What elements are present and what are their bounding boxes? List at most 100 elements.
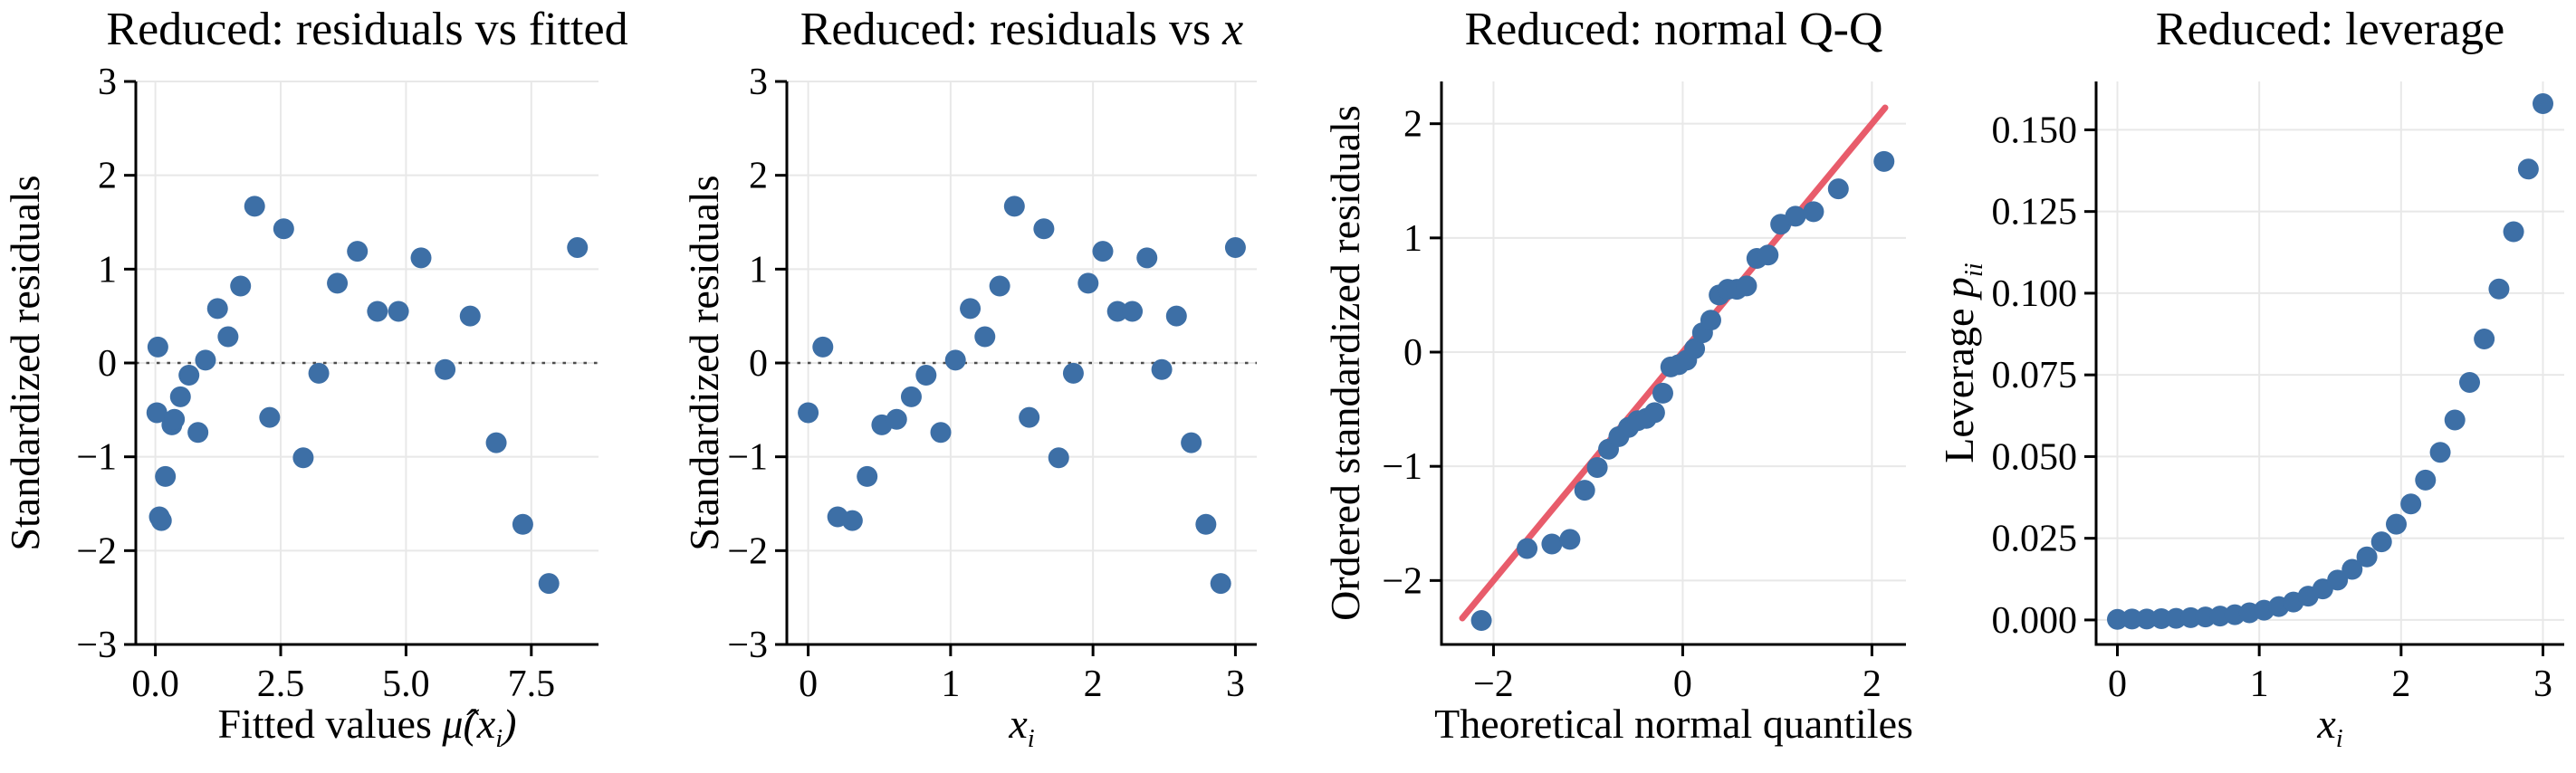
data-point <box>410 247 432 269</box>
data-point <box>2107 608 2128 630</box>
x-tick-label: 0 <box>799 663 818 705</box>
y-tick-label: 2 <box>1403 104 1422 146</box>
data-point <box>1224 236 1246 258</box>
x-tick-label: 5.0 <box>382 663 430 705</box>
data-point <box>915 364 937 386</box>
label-text: Theoretical normal quantiles <box>1434 701 1913 747</box>
panel-4: 0 1 2 3 0.000 0.025 0.050 0.075 0.100 0.125 0.150 <box>1992 81 2564 705</box>
y-tick-label: 3 <box>98 62 117 103</box>
data-point <box>292 447 314 469</box>
label-text: Reduced: residuals vs fitted <box>106 4 628 55</box>
data-point <box>308 362 330 384</box>
panel-2: 0 1 2 3 −3 −2 −1 0 1 2 3 <box>727 62 1257 705</box>
panel-4-xlabel: xi <box>2317 701 2343 754</box>
data-point <box>1736 275 1757 297</box>
data-point <box>1827 178 1849 200</box>
data-point <box>1019 406 1040 428</box>
y-tick-label: −1 <box>727 437 768 479</box>
x-tick-label: −2 <box>1473 663 1514 705</box>
data-point <box>1652 382 1673 404</box>
data-point <box>1077 272 1099 294</box>
y-tick-label: 0.050 <box>1992 436 2078 478</box>
y-tick-label: −3 <box>727 625 768 666</box>
data-point <box>230 275 252 297</box>
data-point <box>841 510 863 531</box>
data-point <box>367 301 388 322</box>
data-point <box>2429 442 2451 463</box>
data-point <box>2356 546 2378 568</box>
label-text: Standardized residuals <box>680 175 727 551</box>
data-point <box>146 402 168 424</box>
data-point <box>886 408 907 430</box>
data-point <box>1181 432 1202 453</box>
label-text: x <box>2317 701 2336 747</box>
data-point <box>1586 456 1608 478</box>
panel-2-ylabel: Standardized residuals <box>680 175 727 551</box>
panel-4-ylabel: Leverage pii <box>1935 262 1989 463</box>
x-tick-label: 2 <box>1863 663 1882 705</box>
data-point <box>2459 371 2481 393</box>
x-tick-label: 2 <box>1084 663 1103 705</box>
panel-3-xlabel: Theoretical normal quantiles <box>1434 701 1913 747</box>
data-point <box>2121 608 2143 630</box>
data-point <box>2386 513 2408 535</box>
y-tick-label: 2 <box>98 156 117 197</box>
data-point <box>2474 328 2495 349</box>
label-text: x <box>1009 701 1028 747</box>
y-tick-label: 0.025 <box>1992 519 2078 560</box>
x-tick-label: 0 <box>1673 663 1692 705</box>
data-point <box>1803 201 1824 223</box>
data-point <box>347 241 369 262</box>
label-text: ii <box>1960 262 1989 278</box>
panel-1-ylabel: Standardized residuals <box>2 175 48 550</box>
x-tick-label: 3 <box>1226 663 1245 705</box>
data-point <box>485 432 507 453</box>
label-text: i <box>2335 725 2343 754</box>
y-tick-label: 0 <box>749 343 768 385</box>
label-text: Reduced: residuals vs <box>800 4 1223 55</box>
data-point <box>2503 221 2524 243</box>
data-point <box>1643 402 1665 424</box>
data-point <box>178 364 200 386</box>
y-tick-label: −3 <box>76 625 117 666</box>
data-point <box>150 510 172 531</box>
y-tick-label: −2 <box>76 530 117 572</box>
y-tick-label: 1 <box>98 249 117 291</box>
data-point <box>2400 493 2422 515</box>
label-text: i <box>495 725 503 754</box>
data-point <box>1684 338 1706 359</box>
data-point <box>195 349 216 371</box>
data-point <box>1062 362 1084 384</box>
panel-3-ylabel: Ordered standardized residuals <box>1322 105 1368 621</box>
data-point <box>2150 607 2172 629</box>
data-point <box>2533 93 2553 115</box>
data-point <box>1136 247 1158 269</box>
y-tick-label: −1 <box>76 437 117 479</box>
data-point <box>217 326 239 348</box>
data-point <box>538 573 560 595</box>
y-tick-label: 2 <box>749 156 768 197</box>
data-point <box>1033 218 1055 240</box>
data-point <box>1541 533 1563 555</box>
panel-2-xlabel: xi <box>1009 701 1034 753</box>
data-point <box>812 336 834 358</box>
data-point <box>857 465 878 487</box>
panel-1-title: Reduced: residuals vs fitted <box>106 5 627 55</box>
data-point <box>900 386 922 407</box>
x-tick-label: 1 <box>941 663 960 705</box>
x-tick-label: 7.5 <box>508 663 556 705</box>
data-point <box>459 305 481 327</box>
label-text: Leverage <box>1935 298 1982 463</box>
data-point <box>1106 301 1128 322</box>
data-point <box>944 349 966 371</box>
y-tick-label: 0.125 <box>1992 192 2078 234</box>
y-tick-label: 1 <box>1403 218 1422 260</box>
y-tick-label: 0.075 <box>1992 355 2078 396</box>
x-tick-label: 2.5 <box>257 663 305 705</box>
data-point <box>2165 607 2187 629</box>
data-point <box>2517 158 2539 180</box>
data-point <box>960 298 982 320</box>
data-point <box>1574 480 1595 501</box>
data-point <box>327 272 349 294</box>
x-tick-label: 0.0 <box>131 663 179 705</box>
